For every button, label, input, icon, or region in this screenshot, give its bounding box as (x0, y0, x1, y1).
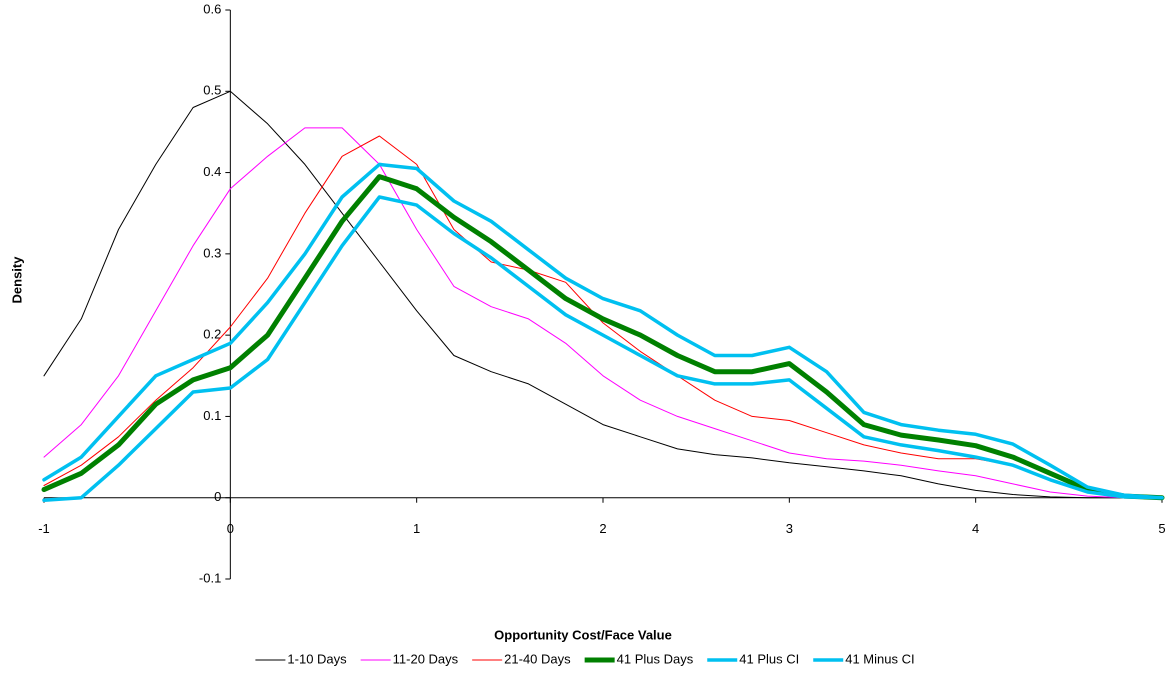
x-tick-label: 3 (786, 521, 793, 536)
y-tick-label: 0.4 (203, 164, 221, 179)
series-line (43, 90, 1163, 499)
y-tick-label: 0 (214, 489, 221, 504)
legend: 1-10 Days 11-20 Days 21-40 Days 41 Plus Day… (255, 651, 915, 666)
x-tick-label: 2 (599, 521, 606, 536)
x-tick-label: 4 (972, 521, 979, 536)
series-line (42, 162, 1164, 500)
x-axis-title: Opportunity Cost/Face Value (494, 627, 672, 642)
legend-label: 41 Plus CI (739, 651, 799, 666)
y-tick-label: -0.1 (199, 570, 221, 585)
x-tick-label: 0 (227, 521, 234, 536)
y-tick-label: 0.3 (203, 245, 221, 260)
y-tick-label: 0.5 (203, 83, 221, 98)
x-tick-label: 1 (413, 521, 420, 536)
y-tick-label: 0.2 (203, 327, 221, 342)
legend-label: 1-10 Days (287, 651, 347, 666)
x-tick-label: 5 (1158, 521, 1165, 536)
legend-label: 41 Plus Days (617, 651, 694, 666)
legend-label: 11-20 Days (393, 651, 459, 666)
series-line (41, 174, 1165, 501)
series-line (42, 195, 1164, 502)
y-tick-label: 0.1 (203, 408, 221, 423)
y-axis-title: Density (9, 256, 24, 304)
x-tick-label: -1 (38, 521, 50, 536)
legend-label: 41 Minus CI (845, 651, 914, 666)
y-tick-label: 0.6 (203, 1, 221, 16)
series-line (43, 127, 1163, 499)
legend-label: 21-40 Days (504, 651, 571, 666)
